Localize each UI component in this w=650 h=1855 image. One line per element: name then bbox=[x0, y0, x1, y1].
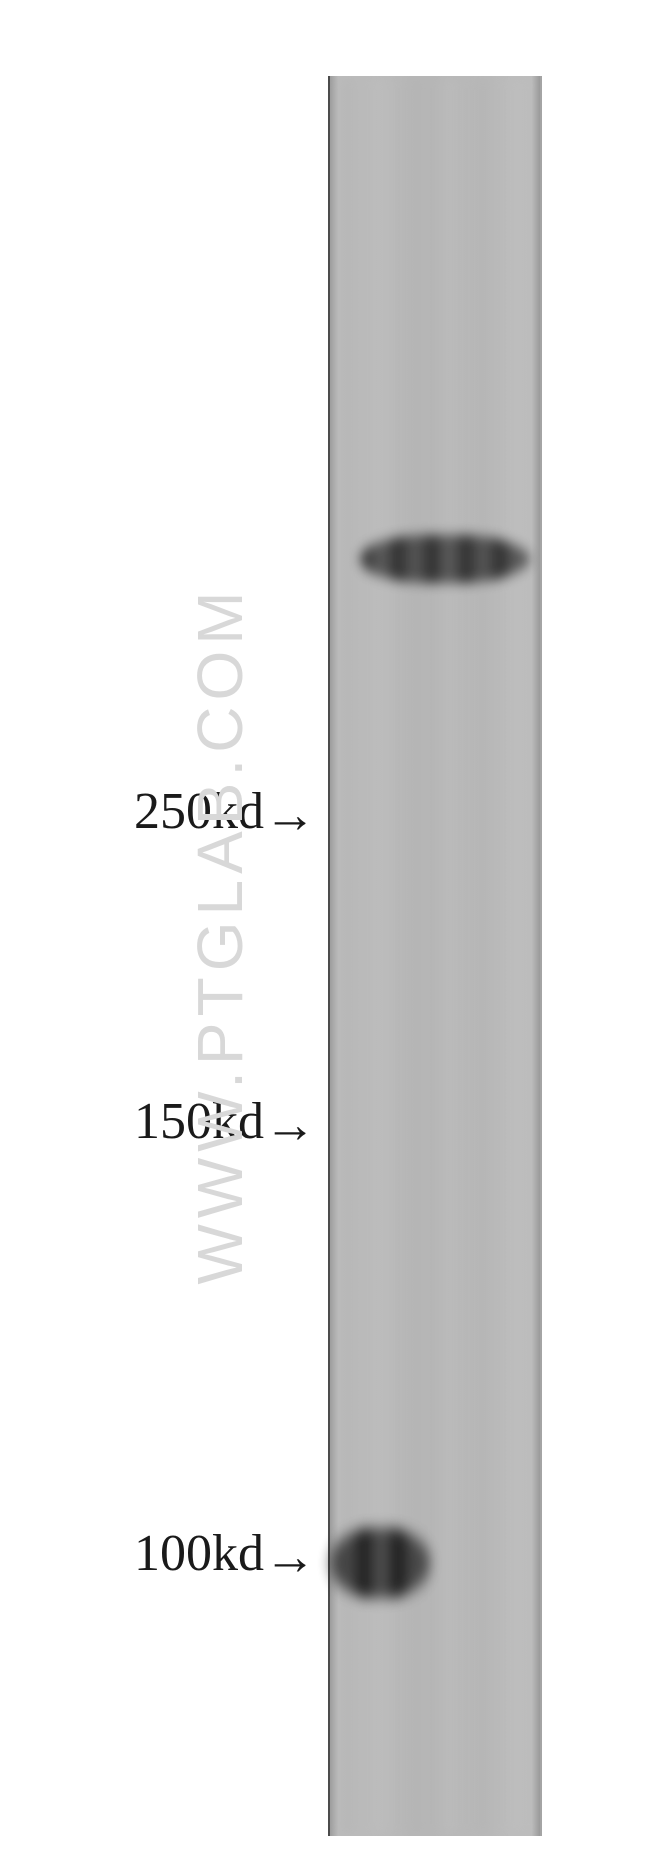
watermark-text: WWW.PTGLAB.COM bbox=[183, 415, 257, 1455]
arrow-right-icon: → bbox=[264, 1528, 316, 1587]
marker-text: 100kd bbox=[134, 1525, 264, 1582]
marker-label: 250kd→ bbox=[134, 782, 316, 846]
marker-text: 250kd bbox=[134, 783, 264, 840]
marker-text: 150kd bbox=[134, 1093, 264, 1150]
band-lower-band bbox=[332, 1528, 428, 1598]
marker-label: 150kd→ bbox=[134, 1092, 316, 1156]
marker-label: 100kd→ bbox=[134, 1524, 316, 1588]
arrow-right-icon: → bbox=[264, 786, 316, 845]
arrow-right-icon: → bbox=[264, 1096, 316, 1155]
band-upper-band bbox=[360, 535, 528, 583]
